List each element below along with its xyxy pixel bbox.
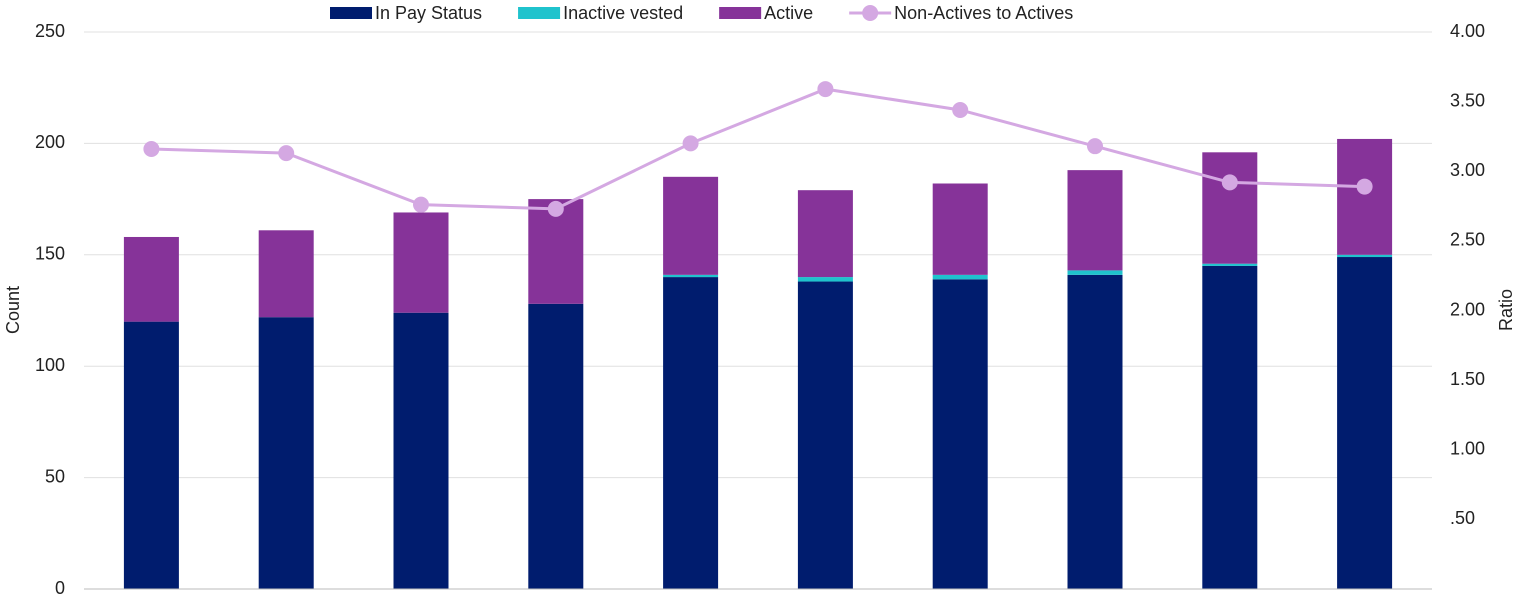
bar-segment xyxy=(123,236,179,322)
line xyxy=(151,87,1365,211)
legend-label: Inactive vested xyxy=(563,3,683,23)
bar-segment xyxy=(932,274,988,280)
bar-segment xyxy=(663,274,719,278)
y2-tick-label: 2.50 xyxy=(1450,230,1485,250)
line-marker xyxy=(413,196,429,213)
y2-tick-label: 3.50 xyxy=(1450,90,1485,110)
legend-label: In Pay Status xyxy=(375,3,482,23)
y-tick-label: 50 xyxy=(45,466,65,486)
y2-tick-label: .50 xyxy=(1450,508,1475,528)
line-marker xyxy=(952,101,969,118)
y-tick-label: 200 xyxy=(35,132,65,152)
bar-segment xyxy=(932,279,988,589)
y-tick-label: 100 xyxy=(35,355,65,375)
line-marker xyxy=(1356,178,1373,195)
bar-segment xyxy=(1067,170,1123,271)
y-axis-label: Count xyxy=(3,286,23,334)
bar-segment xyxy=(393,212,449,313)
line-marker xyxy=(817,81,834,98)
bar-segment xyxy=(797,190,853,278)
bar-segment xyxy=(1202,265,1258,589)
bar-segment xyxy=(1337,138,1393,255)
bar-segment xyxy=(1067,270,1123,275)
bar-segment xyxy=(1337,257,1393,589)
bar-segment xyxy=(393,312,449,589)
legend-swatch xyxy=(518,7,561,19)
bar-segment xyxy=(797,281,853,589)
y2-tick-label: 4.00 xyxy=(1450,21,1485,41)
bar-segment xyxy=(258,230,314,318)
bar-segment xyxy=(123,321,179,589)
bar-segment xyxy=(1067,274,1123,589)
bar-segment xyxy=(1202,263,1258,266)
bar-segment xyxy=(663,277,719,589)
bar-segment xyxy=(663,176,719,275)
line-marker xyxy=(1221,174,1238,191)
bar-segment xyxy=(1337,254,1393,258)
line-marker xyxy=(682,135,699,152)
y2-tick-label: 1.50 xyxy=(1450,369,1485,389)
y-tick-label: 250 xyxy=(35,21,65,41)
line-marker xyxy=(278,145,295,162)
bar-segment xyxy=(797,277,853,282)
bar-segment xyxy=(528,303,584,589)
line-marker xyxy=(143,140,160,157)
y-tick-label: 150 xyxy=(35,244,65,264)
legend-swatch xyxy=(330,7,372,19)
y2-tick-label: 2.00 xyxy=(1450,299,1485,319)
y2-tick-label: 3.00 xyxy=(1450,160,1485,180)
legend-label: Active xyxy=(764,3,813,23)
bar-segment xyxy=(258,317,314,589)
bar-segment xyxy=(1202,152,1258,264)
y2-axis-label: Ratio xyxy=(1496,289,1516,331)
legend-label: Non-Actives to Actives xyxy=(894,3,1073,23)
legend-swatch xyxy=(719,7,762,19)
bar-segment xyxy=(932,183,988,275)
y-tick-label: 0 xyxy=(55,578,65,596)
line-marker xyxy=(547,200,564,217)
line-marker xyxy=(1087,138,1103,155)
legend-marker xyxy=(862,5,879,21)
y2-tick-label: 1.00 xyxy=(1450,439,1485,459)
